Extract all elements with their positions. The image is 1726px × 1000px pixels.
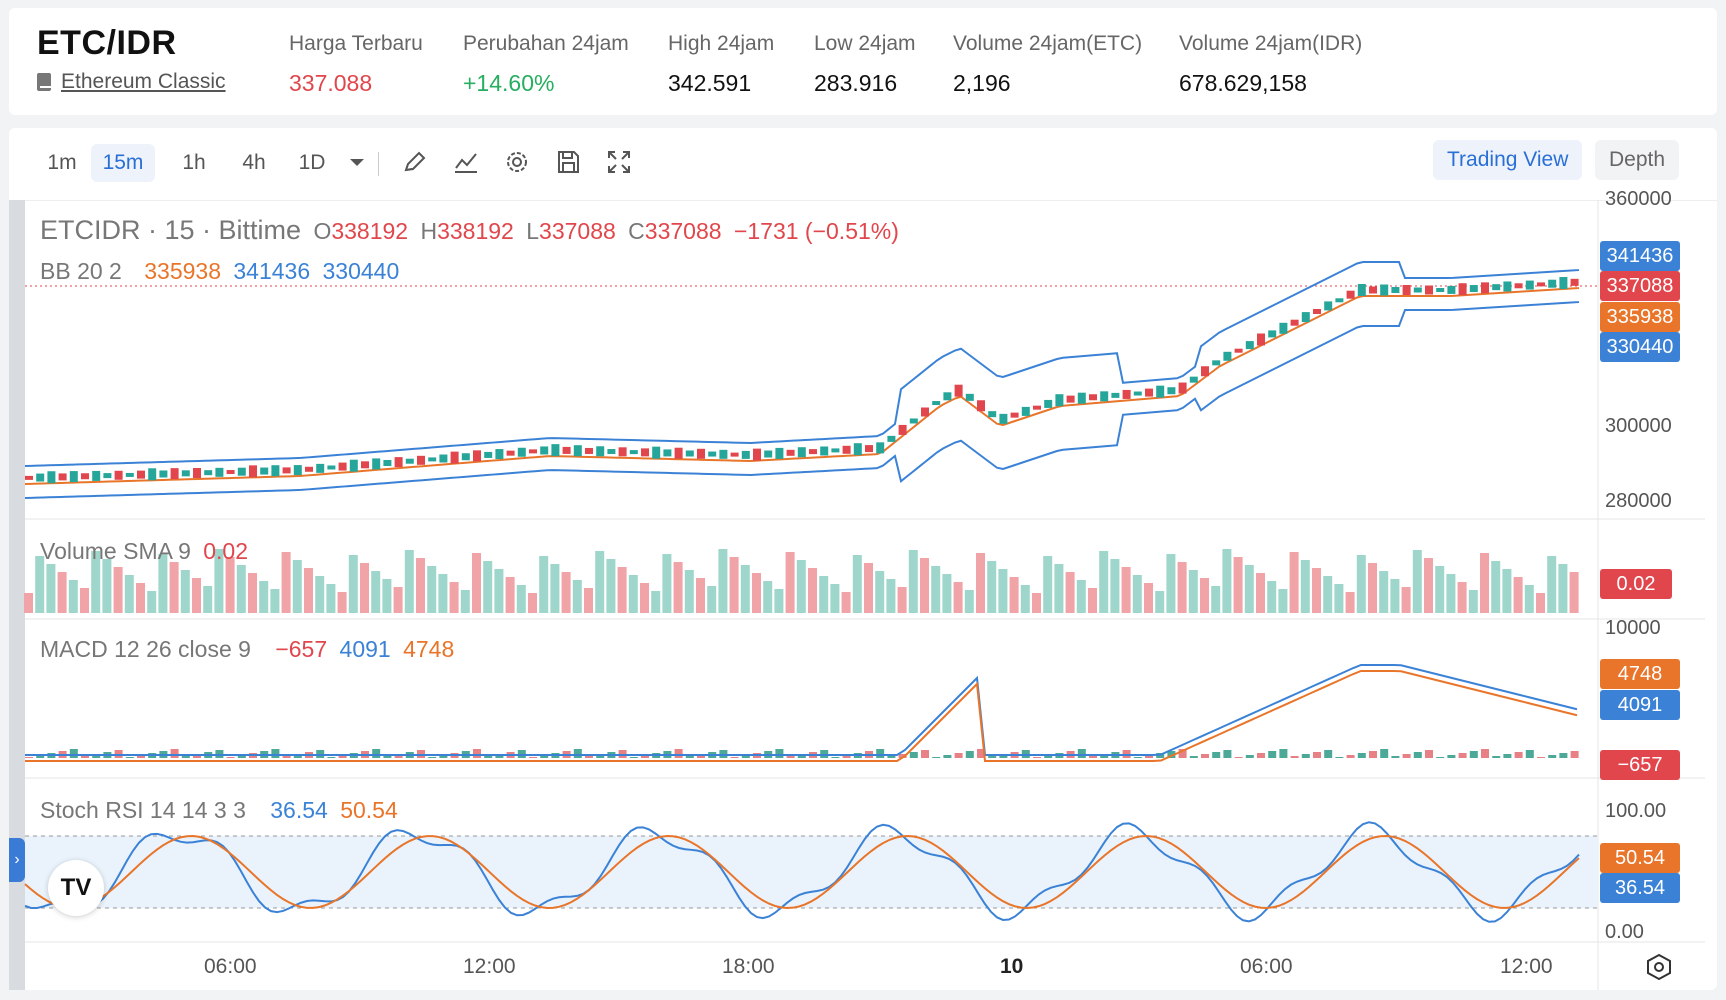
legend-volume: Volume SMA 9 0.02: [40, 538, 254, 565]
macd-label: MACD 12 26 close 9: [40, 636, 251, 662]
tag-bb-low: 330440: [1600, 332, 1680, 362]
legend-high: 338192: [437, 218, 514, 244]
legend-change: −1731 (−0.51%): [733, 218, 899, 244]
timeframe-1m[interactable]: 1m: [47, 151, 77, 174]
legend-low: 337088: [539, 218, 616, 244]
legend-c-label: C: [628, 218, 645, 244]
stat-label: Perubahan 24jam: [463, 32, 629, 55]
stat-high-24h: High 24jam 342.591: [668, 32, 774, 97]
stat-volume-etc: Volume 24jam(ETC) 2,196: [953, 32, 1142, 97]
legend-macd: MACD 12 26 close 9 −657 4091 4748: [40, 636, 460, 663]
legend-stoch: Stoch RSI 14 14 3 3 36.54 50.54: [40, 797, 404, 824]
expand-drawer-button[interactable]: ›: [9, 838, 25, 882]
stat-value: 2,196: [953, 70, 1011, 96]
coin-name[interactable]: Ethereum Classic: [61, 70, 226, 93]
tag-macd-line: 4091: [1600, 690, 1680, 720]
stoch-k-value: 36.54: [270, 797, 328, 823]
tag-macd-hist: −657: [1600, 750, 1680, 780]
timeframe-15m[interactable]: 15m: [91, 144, 155, 182]
macd-axis-top: 10000: [1605, 617, 1661, 639]
volume-value: 0.02: [203, 538, 249, 564]
bb-label: BB 20 2: [40, 258, 122, 284]
chart-toolbar: 1m 15m 1h 4h 1D Trading View Depth: [9, 128, 1717, 201]
tab-trading-view[interactable]: Trading View: [1433, 140, 1583, 180]
stoch-d-value: 50.54: [340, 797, 398, 823]
stat-change-24h: Perubahan 24jam +14.60%: [463, 32, 629, 97]
tradingview-logo: TV: [48, 860, 104, 916]
bb-low-value: 330440: [322, 258, 400, 284]
tag-bb-up: 341436: [1600, 241, 1680, 271]
price-axis-mid: 300000: [1605, 415, 1672, 437]
bb-up-value: 341436: [233, 258, 311, 284]
bb-mid-value: 335938: [144, 258, 221, 284]
macd-line-value: 4091: [339, 636, 391, 662]
macd-hist-value: −657: [275, 636, 328, 662]
tag-stoch-k: 36.54: [1600, 873, 1680, 903]
macd-signal-value: 4748: [403, 636, 455, 662]
tag-last-price: 337088: [1600, 271, 1680, 301]
pair-title: ETC/IDR: [37, 24, 177, 62]
stoch-axis-top: 100.00: [1605, 800, 1667, 822]
tab-depth[interactable]: Depth: [1595, 140, 1680, 180]
legend-ohlc: ETCIDR · 15 · Bittime O338192 H338192 L3…: [40, 215, 905, 246]
market-header: ETC/IDR Ethereum Classic Harga Terbaru 3…: [9, 8, 1717, 115]
price-axis-top: 360000: [1605, 188, 1672, 210]
tag-volume: 0.02: [1600, 569, 1672, 599]
stat-value: 342.591: [668, 70, 752, 96]
tag-bb-mid: 335938: [1600, 302, 1680, 332]
volume-label: Volume SMA 9: [40, 538, 191, 564]
stat-label: Volume 24jam(IDR): [1179, 32, 1363, 55]
stat-low-24h: Low 24jam 283.916: [814, 32, 916, 97]
stat-last-price: Harga Terbaru 337.088: [289, 32, 423, 97]
timeframe-1h[interactable]: 1h: [182, 151, 206, 174]
tag-macd-signal: 4748: [1600, 659, 1680, 689]
timeframe-4h[interactable]: 4h: [242, 151, 266, 174]
time-label: 06:00: [1240, 955, 1293, 978]
time-label: 18:00: [722, 955, 775, 978]
time-label: 06:00: [204, 955, 257, 978]
time-label: 12:00: [463, 955, 516, 978]
stat-value: +14.60%: [463, 70, 555, 96]
stat-label: High 24jam: [668, 32, 775, 55]
time-label-day: 10: [1000, 955, 1024, 978]
legend-bb: BB 20 2 335938 341436 330440: [40, 258, 405, 285]
tag-stoch-d: 50.54: [1600, 843, 1680, 873]
stat-value: 283.916: [814, 70, 898, 96]
time-label: 12:00: [1500, 955, 1553, 978]
chevron-down-icon[interactable]: [343, 148, 371, 176]
legend-close: 337088: [644, 218, 722, 244]
legend-open: 338192: [331, 218, 409, 244]
stoch-label: Stoch RSI 14 14 3 3: [40, 797, 246, 823]
chart-settings-icon[interactable]: [1644, 952, 1674, 982]
price-axis-low: 280000: [1605, 490, 1672, 512]
stoch-axis-bottom: 0.00: [1605, 921, 1644, 943]
legend-o-label: O: [313, 218, 332, 244]
stat-volume-idr: Volume 24jam(IDR) 678.629,158: [1179, 32, 1362, 97]
stat-label: Harga Terbaru: [289, 32, 423, 55]
legend-l-label: L: [526, 218, 540, 244]
coin-name-link[interactable]: Ethereum Classic: [37, 70, 226, 94]
timeframe-1d[interactable]: 1D: [298, 151, 326, 174]
fullscreen-icon[interactable]: [605, 148, 633, 176]
stat-label: Volume 24jam(ETC): [953, 32, 1143, 55]
side-drawer-bar[interactable]: [9, 200, 25, 990]
legend-h-label: H: [420, 218, 438, 244]
gear-icon[interactable]: [503, 148, 531, 176]
pencil-icon[interactable]: [401, 148, 429, 176]
stat-value: 337.088: [289, 70, 373, 96]
indicators-icon[interactable]: [452, 148, 480, 176]
stat-label: Low 24jam: [814, 32, 916, 55]
save-icon[interactable]: [554, 148, 582, 176]
legend-symbol: ETCIDR · 15 · Bittime: [40, 215, 302, 245]
book-icon: [37, 73, 51, 91]
stat-value: 678.629,158: [1179, 70, 1307, 96]
